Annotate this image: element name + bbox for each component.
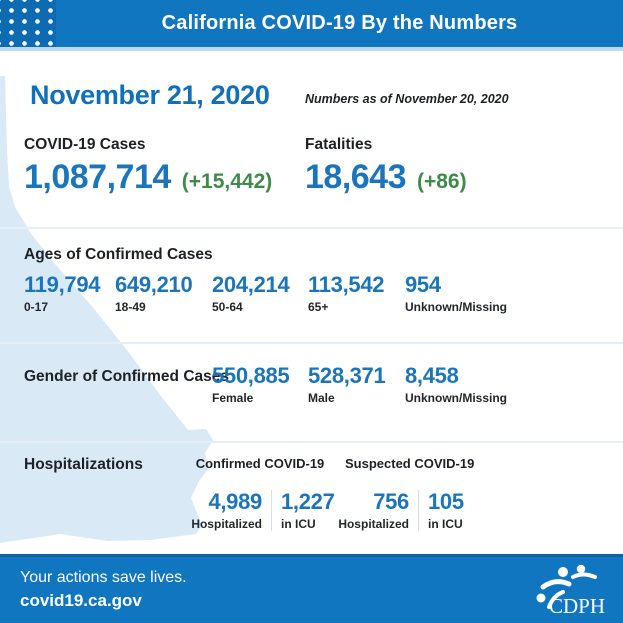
- gender-label: Female: [212, 391, 254, 406]
- fatalities-label: Fatalities: [305, 136, 373, 153]
- age-group-50-64: 204,214 50-64: [212, 272, 290, 315]
- hosp-stats-row: 4,989 Hospitalized 1,227 in ICU: [191, 489, 335, 532]
- age-value: 204,214: [212, 272, 290, 297]
- hosp-group-title: Confirmed COVID-19: [195, 456, 325, 471]
- gender-label: Unknown/Missing: [405, 391, 507, 406]
- age-value: 954: [405, 272, 441, 297]
- hosp-value: 105: [428, 489, 464, 514]
- divider: [0, 227, 623, 229]
- header-bar: California COVID-19 By the Numbers: [0, 0, 623, 47]
- age-group-65-plus: 113,542 65+: [308, 272, 385, 315]
- cdph-logo: CDPH: [529, 560, 607, 623]
- hosp-stats-row: 756 Hospitalized 105 in ICU: [338, 489, 464, 532]
- divider: [0, 441, 623, 443]
- gender-group-male: 528,371 Male: [308, 363, 386, 406]
- age-label: 18-49: [115, 300, 146, 315]
- page-title: California COVID-19 By the Numbers: [161, 12, 518, 34]
- as-of-note: Numbers as of November 20, 2020: [305, 92, 509, 106]
- footer-top-border: [0, 554, 623, 557]
- cases-stat: 1,087,714 (+15,442): [24, 160, 272, 194]
- fatalities-value: 18,643: [305, 158, 407, 196]
- gender-value: 550,885: [212, 363, 290, 388]
- hosp-group-suspected: Suspected COVID-19 756 Hospitalized 105 …: [338, 456, 475, 532]
- hosp-value: 4,989: [208, 489, 262, 514]
- gender-label: Male: [308, 391, 335, 406]
- hosp-stat-icu: 1,227 in ICU: [271, 489, 335, 532]
- age-group-18-49: 649,210 18-49: [115, 272, 193, 315]
- footer-tagline: Your actions save lives.: [20, 569, 187, 586]
- ages-section-label: Ages of Confirmed Cases: [24, 246, 213, 263]
- age-group-0-17: 119,794 0-17: [24, 272, 101, 315]
- cases-label: COVID-19 Cases: [24, 136, 146, 153]
- age-value: 649,210: [115, 272, 193, 297]
- age-value: 113,542: [308, 272, 385, 297]
- hosp-stat-icu: 105 in ICU: [418, 489, 464, 532]
- header-accent-strip: [0, 47, 623, 51]
- hosp-label: Hospitalized: [191, 517, 262, 532]
- age-value: 119,794: [24, 272, 101, 297]
- hosp-label: Hospitalized: [338, 517, 409, 532]
- gender-value: 8,458: [405, 363, 459, 388]
- age-label: Unknown/Missing: [405, 300, 507, 315]
- footer-url-link[interactable]: covid19.ca.gov: [20, 591, 142, 610]
- hosp-group-confirmed: Confirmed COVID-19 4,989 Hospitalized 1,…: [191, 456, 335, 532]
- age-label: 0-17: [24, 300, 49, 315]
- hosp-label: in ICU: [281, 517, 316, 532]
- hosp-stat-hospitalized: 4,989 Hospitalized: [191, 489, 271, 532]
- cases-change: (+15,442): [181, 170, 273, 193]
- gender-value: 528,371: [308, 363, 386, 388]
- hospitalizations-section-label: Hospitalizations: [24, 456, 143, 473]
- age-group-unknown: 954 Unknown/Missing: [405, 273, 507, 314]
- age-label: 65+: [308, 300, 329, 315]
- hosp-label: in ICU: [428, 517, 463, 532]
- hosp-stat-hospitalized: 756 Hospitalized: [338, 489, 418, 531]
- fatalities-change: (+86): [417, 170, 467, 193]
- fatalities-stat: 18,643 (+86): [305, 160, 467, 194]
- dots-pattern-icon: [0, 0, 56, 47]
- footer-bar: Your actions save lives. covid19.ca.gov …: [0, 557, 623, 623]
- hosp-group-title: Suspected COVID-19: [345, 456, 475, 471]
- gender-group-unknown: 8,458 Unknown/Missing: [405, 364, 507, 405]
- divider: [0, 342, 623, 344]
- svg-text:CDPH: CDPH: [549, 594, 605, 618]
- cases-value: 1,087,714: [24, 158, 171, 196]
- gender-group-female: 550,885 Female: [212, 363, 290, 406]
- age-label: 50-64: [212, 300, 243, 315]
- hosp-value: 1,227: [281, 489, 335, 514]
- gender-section-label: Gender of Confirmed Cases: [24, 368, 229, 385]
- report-date: November 21, 2020: [30, 80, 270, 110]
- hosp-value: 756: [373, 489, 409, 514]
